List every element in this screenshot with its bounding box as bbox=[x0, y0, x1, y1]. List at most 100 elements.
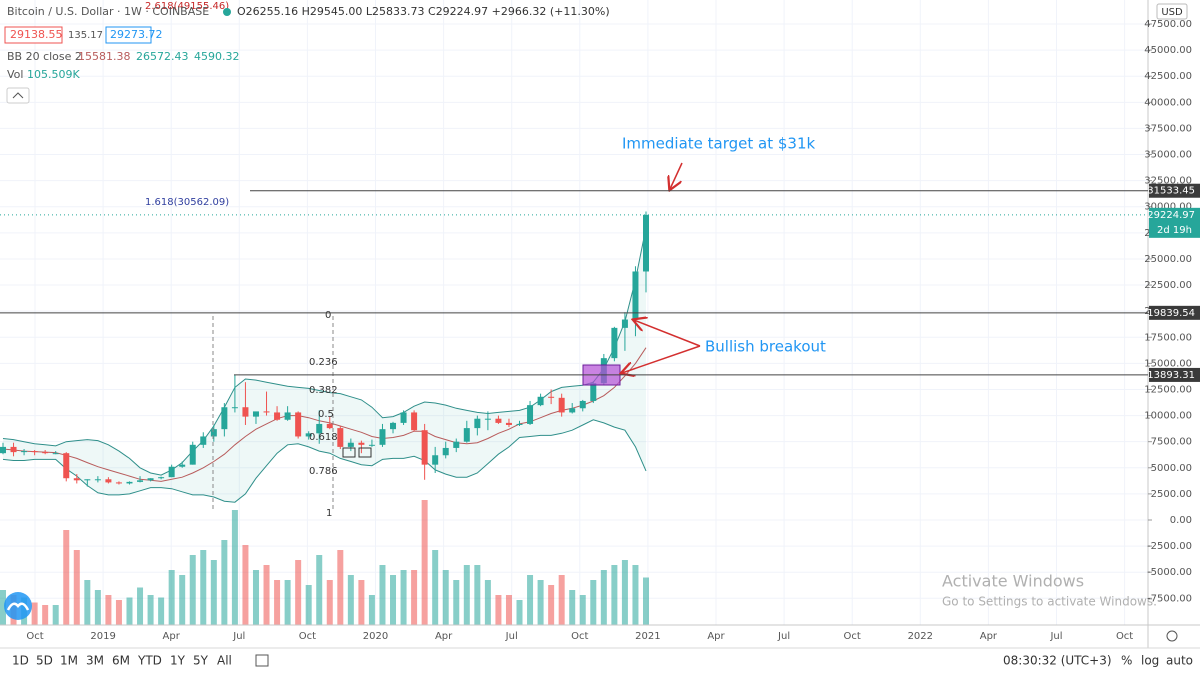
candle-body bbox=[284, 412, 291, 420]
watermark-title: Activate Windows bbox=[942, 572, 1084, 591]
candle-body bbox=[263, 411, 270, 413]
period-button[interactable]: 3M bbox=[86, 654, 104, 668]
period-button[interactable]: 5D bbox=[36, 654, 53, 668]
y-tick-label: -2500.00 bbox=[1147, 541, 1192, 552]
period-button[interactable]: 1D bbox=[12, 654, 29, 668]
fib-label: 0 bbox=[325, 310, 331, 321]
candle-body bbox=[326, 423, 333, 429]
y-tick-label: 7500.00 bbox=[1151, 437, 1192, 448]
period-button[interactable]: 5Y bbox=[193, 654, 209, 668]
candle-body bbox=[252, 411, 259, 417]
candle-body bbox=[200, 436, 207, 445]
volume-bar bbox=[200, 550, 207, 625]
bb-value: 4590.32 bbox=[194, 50, 240, 63]
volume-bar bbox=[242, 545, 249, 625]
x-tick-label: Jul bbox=[777, 631, 790, 642]
sell-box[interactable] bbox=[4, 26, 63, 44]
volume-bar bbox=[84, 580, 91, 625]
candle-body bbox=[347, 442, 354, 447]
countdown: 2d 19h bbox=[1157, 225, 1192, 236]
volume-bar bbox=[527, 575, 534, 625]
volume-bar bbox=[189, 555, 196, 625]
candle-body bbox=[337, 428, 344, 447]
period-button[interactable]: 1M bbox=[60, 654, 78, 668]
y-tick-label: 10000.00 bbox=[1144, 411, 1192, 422]
price-box[interactable]: 29138.55 bbox=[10, 28, 63, 41]
x-tick-label: Oct bbox=[299, 631, 316, 642]
highlight-box bbox=[358, 447, 372, 458]
candle-body bbox=[63, 453, 70, 479]
candle-body bbox=[463, 428, 470, 442]
volume-bar bbox=[284, 580, 291, 625]
candle-body bbox=[453, 441, 460, 448]
volume-bar bbox=[263, 565, 270, 625]
currency-box[interactable] bbox=[1156, 3, 1188, 20]
level-label: 19839.54 bbox=[1147, 308, 1195, 319]
period-button[interactable]: 6M bbox=[112, 654, 130, 668]
compare-icon[interactable] bbox=[255, 654, 269, 667]
candle-body bbox=[10, 446, 17, 453]
arrow bbox=[622, 345, 701, 373]
volume-bar bbox=[168, 570, 175, 625]
candle-body bbox=[411, 412, 418, 431]
volume-bar bbox=[42, 605, 49, 625]
collapse-button[interactable] bbox=[6, 87, 30, 104]
bb-name: BB 20 close 2 bbox=[7, 50, 82, 63]
volume-bar bbox=[316, 555, 323, 625]
highlight-box bbox=[342, 447, 356, 458]
fib-label: 2.618(49155.46) bbox=[145, 1, 229, 12]
y-tick-label: -7500.00 bbox=[1147, 593, 1192, 604]
level-label: 13893.31 bbox=[1147, 370, 1195, 381]
candle-body bbox=[179, 464, 186, 467]
x-tick-label: Apr bbox=[707, 631, 725, 642]
currency[interactable]: USD bbox=[1161, 7, 1183, 18]
band-fill bbox=[3, 227, 646, 503]
grid bbox=[0, 0, 1148, 625]
candle-body bbox=[569, 408, 576, 413]
volume-bar bbox=[179, 575, 186, 625]
candle-body bbox=[495, 418, 502, 423]
volume-bar bbox=[537, 580, 544, 625]
candle-body bbox=[126, 481, 133, 484]
price-box[interactable]: 29273.72 bbox=[110, 28, 163, 41]
volume-bar bbox=[52, 605, 59, 625]
volume-bar bbox=[569, 590, 576, 625]
candle-body bbox=[105, 479, 112, 483]
candle-body bbox=[274, 412, 281, 420]
x-tick-label: 2020 bbox=[363, 631, 388, 642]
ohlc-readout: O26255.16 H29545.00 L25833.73 C29224.97 … bbox=[237, 5, 610, 18]
volume-bar bbox=[558, 575, 565, 625]
x-tick-label: Apr bbox=[980, 631, 998, 642]
candle-body bbox=[210, 429, 217, 437]
volume-bar bbox=[326, 580, 333, 625]
arrow bbox=[634, 320, 701, 347]
candle-body bbox=[221, 407, 228, 430]
volume-bar bbox=[442, 570, 449, 625]
bollinger-lower bbox=[2, 419, 647, 503]
level-label-box bbox=[1149, 183, 1200, 198]
volume-bar bbox=[379, 565, 386, 625]
period-button[interactable]: YTD bbox=[137, 654, 162, 668]
volume-bar bbox=[453, 580, 460, 625]
candle-body bbox=[21, 451, 28, 453]
volume-bar bbox=[295, 560, 302, 625]
toolbar-option[interactable]: log bbox=[1141, 654, 1159, 668]
candle-body bbox=[42, 452, 49, 454]
chart-title: Bitcoin / U.S. Dollar · 1W · COINBASE bbox=[7, 5, 209, 18]
toolbar-option[interactable]: auto bbox=[1166, 654, 1193, 668]
settings-icon[interactable] bbox=[1166, 630, 1178, 642]
volume-bar bbox=[505, 595, 512, 625]
toolbar-option[interactable]: % bbox=[1121, 654, 1132, 668]
y-tick-label: 42500.00 bbox=[1144, 71, 1192, 82]
candle-body bbox=[527, 405, 534, 424]
annotation: Bullish breakout bbox=[705, 338, 826, 356]
volume-bar bbox=[411, 570, 418, 625]
y-tick-label: 22500.00 bbox=[1144, 280, 1192, 291]
buy-box[interactable] bbox=[105, 26, 152, 44]
volume-bar bbox=[368, 595, 375, 625]
y-tick-label: 15000.00 bbox=[1144, 358, 1192, 369]
volume-bar bbox=[115, 600, 122, 625]
candle-body bbox=[158, 477, 165, 479]
period-button[interactable]: 1Y bbox=[170, 654, 186, 668]
period-button[interactable]: All bbox=[217, 654, 232, 668]
